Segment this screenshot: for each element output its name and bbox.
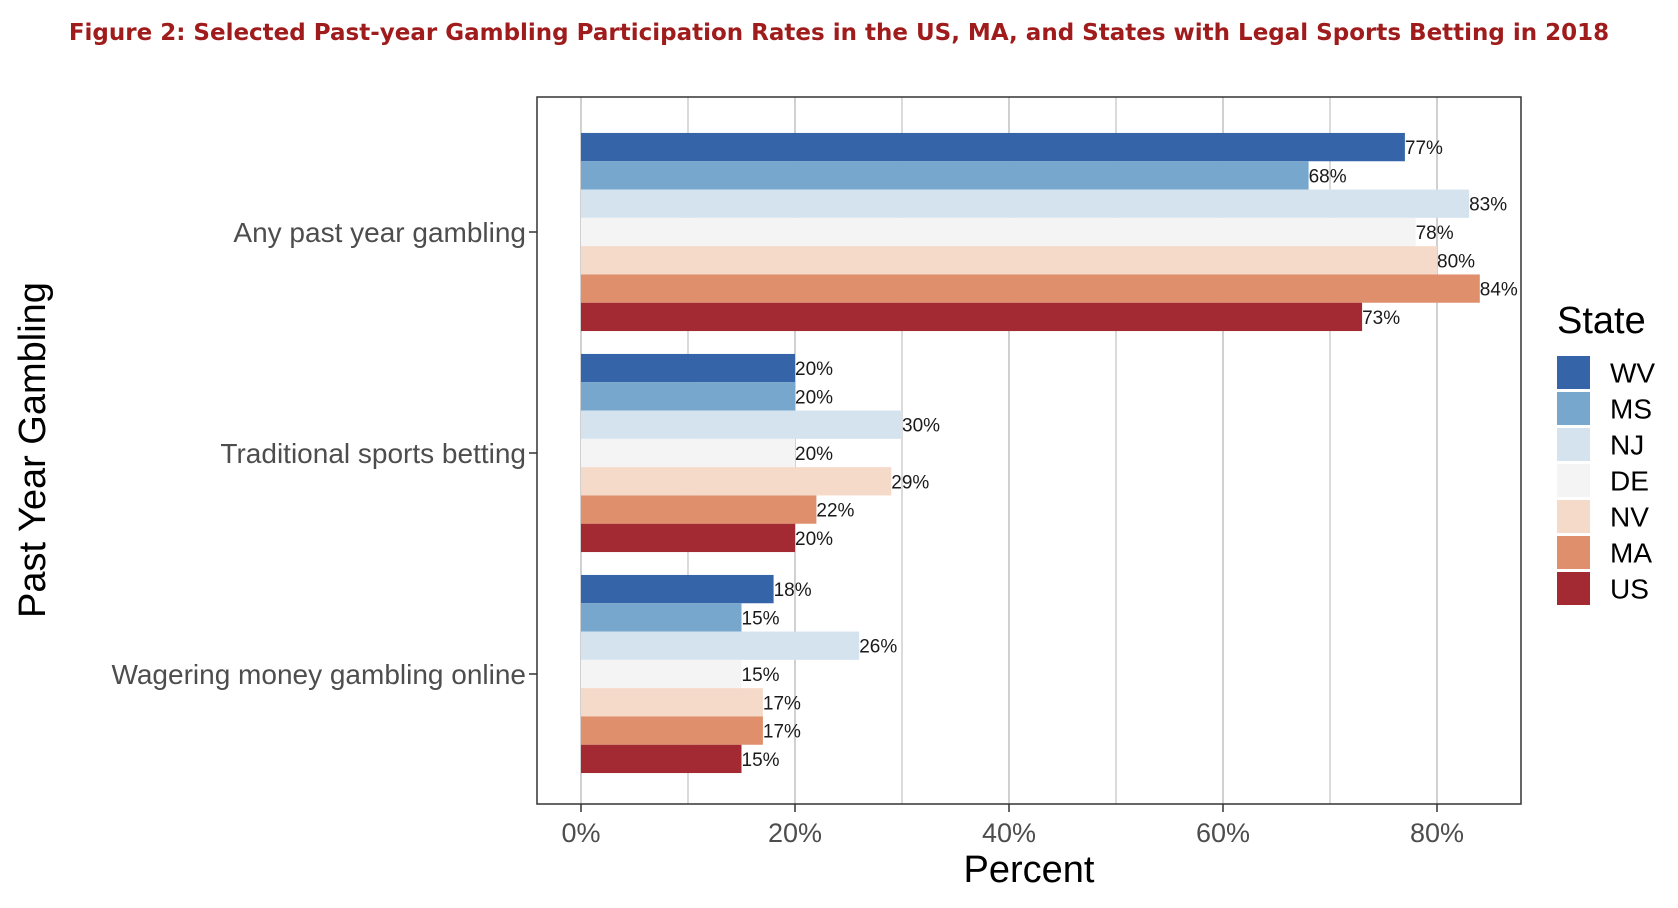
data-label: 20% [795,359,833,380]
data-label: 30% [902,416,940,437]
y-axis-ticks: Any past year gambling Traditional sports… [111,217,537,690]
figure-title: Figure 2: Selected Past-year Gambling Pa… [68,20,1610,46]
data-label: 22% [816,501,854,522]
data-label: 68% [1309,166,1347,187]
bar-ms [581,161,1309,190]
y-axis-title: Past Year Gambling [12,282,54,618]
bar-wv [581,353,795,383]
data-label: 15% [742,750,780,771]
bar-wv [581,574,774,604]
bar-us [581,744,742,774]
legend-swatch-nj [1557,428,1590,461]
bar-nv [581,688,763,717]
data-label: 29% [891,472,929,493]
bar-de [581,217,1416,247]
legend-swatch-ma [1557,536,1590,569]
bar-de [581,438,795,468]
legend-swatch-us [1557,572,1590,605]
legend-label: US [1610,574,1649,605]
x-tick-label: 40% [982,818,1036,848]
bar-de [581,659,742,689]
data-label: 20% [795,529,833,550]
bar-nj [581,410,902,439]
x-axis-title: Percent [964,849,1095,891]
legend-swatch-de [1557,464,1590,497]
data-label: 17% [763,722,801,743]
category-label: Wagering money gambling online [111,659,526,690]
data-label: 15% [742,665,780,686]
legend-swatch-wv [1557,356,1590,389]
data-label: 15% [742,608,780,629]
bar-ma [581,495,817,524]
x-axis-ticks: 0% 20% 40% 60% 80% [561,804,1464,848]
bar-nj [581,189,1470,218]
data-label: 20% [795,387,833,408]
legend-label: NV [1610,502,1649,533]
bar-ms [581,382,795,411]
legend-label: MS [1610,394,1652,425]
data-label: 77% [1405,138,1443,159]
legend-title: State [1557,300,1646,342]
bar-us [581,523,795,553]
legend-swatch-ms [1557,392,1590,425]
data-label: 20% [795,444,833,465]
plot-panel-border [536,96,1522,805]
legend: State WV MS NJ DE NV MA US [1557,300,1655,605]
data-label: 17% [763,693,801,714]
data-label: 83% [1469,195,1507,216]
x-tick-label: 60% [1196,818,1250,848]
category-label: Any past year gambling [233,217,526,248]
bar-ma [581,274,1480,303]
data-label: 84% [1480,280,1518,301]
bar-wv [581,132,1405,162]
legend-label: NJ [1610,430,1644,461]
legend-label: MA [1610,538,1652,569]
bar-nj [581,631,860,660]
legend-label: WV [1610,358,1655,389]
bar-ms [581,603,742,632]
bar-ma [581,716,763,745]
x-tick-label: 0% [561,818,600,848]
bar-us [581,302,1363,332]
data-label: 73% [1362,308,1400,329]
x-tick-label: 20% [768,818,822,848]
bar-nv [581,467,892,496]
data-label: 80% [1437,251,1475,272]
bars [581,132,1480,774]
category-label: Traditional sports betting [220,438,526,469]
x-tick-label: 80% [1410,818,1464,848]
legend-label: DE [1610,466,1649,497]
bar-nv [581,246,1437,275]
legend-swatch-nv [1557,500,1590,533]
data-label: 18% [774,580,812,601]
data-label: 78% [1416,223,1454,244]
data-label: 26% [859,637,897,658]
data-labels: 77% 68% 83% 78% 80%84% 73% 20% 20% 30% 20% 29% 22% 2… [742,138,1518,771]
